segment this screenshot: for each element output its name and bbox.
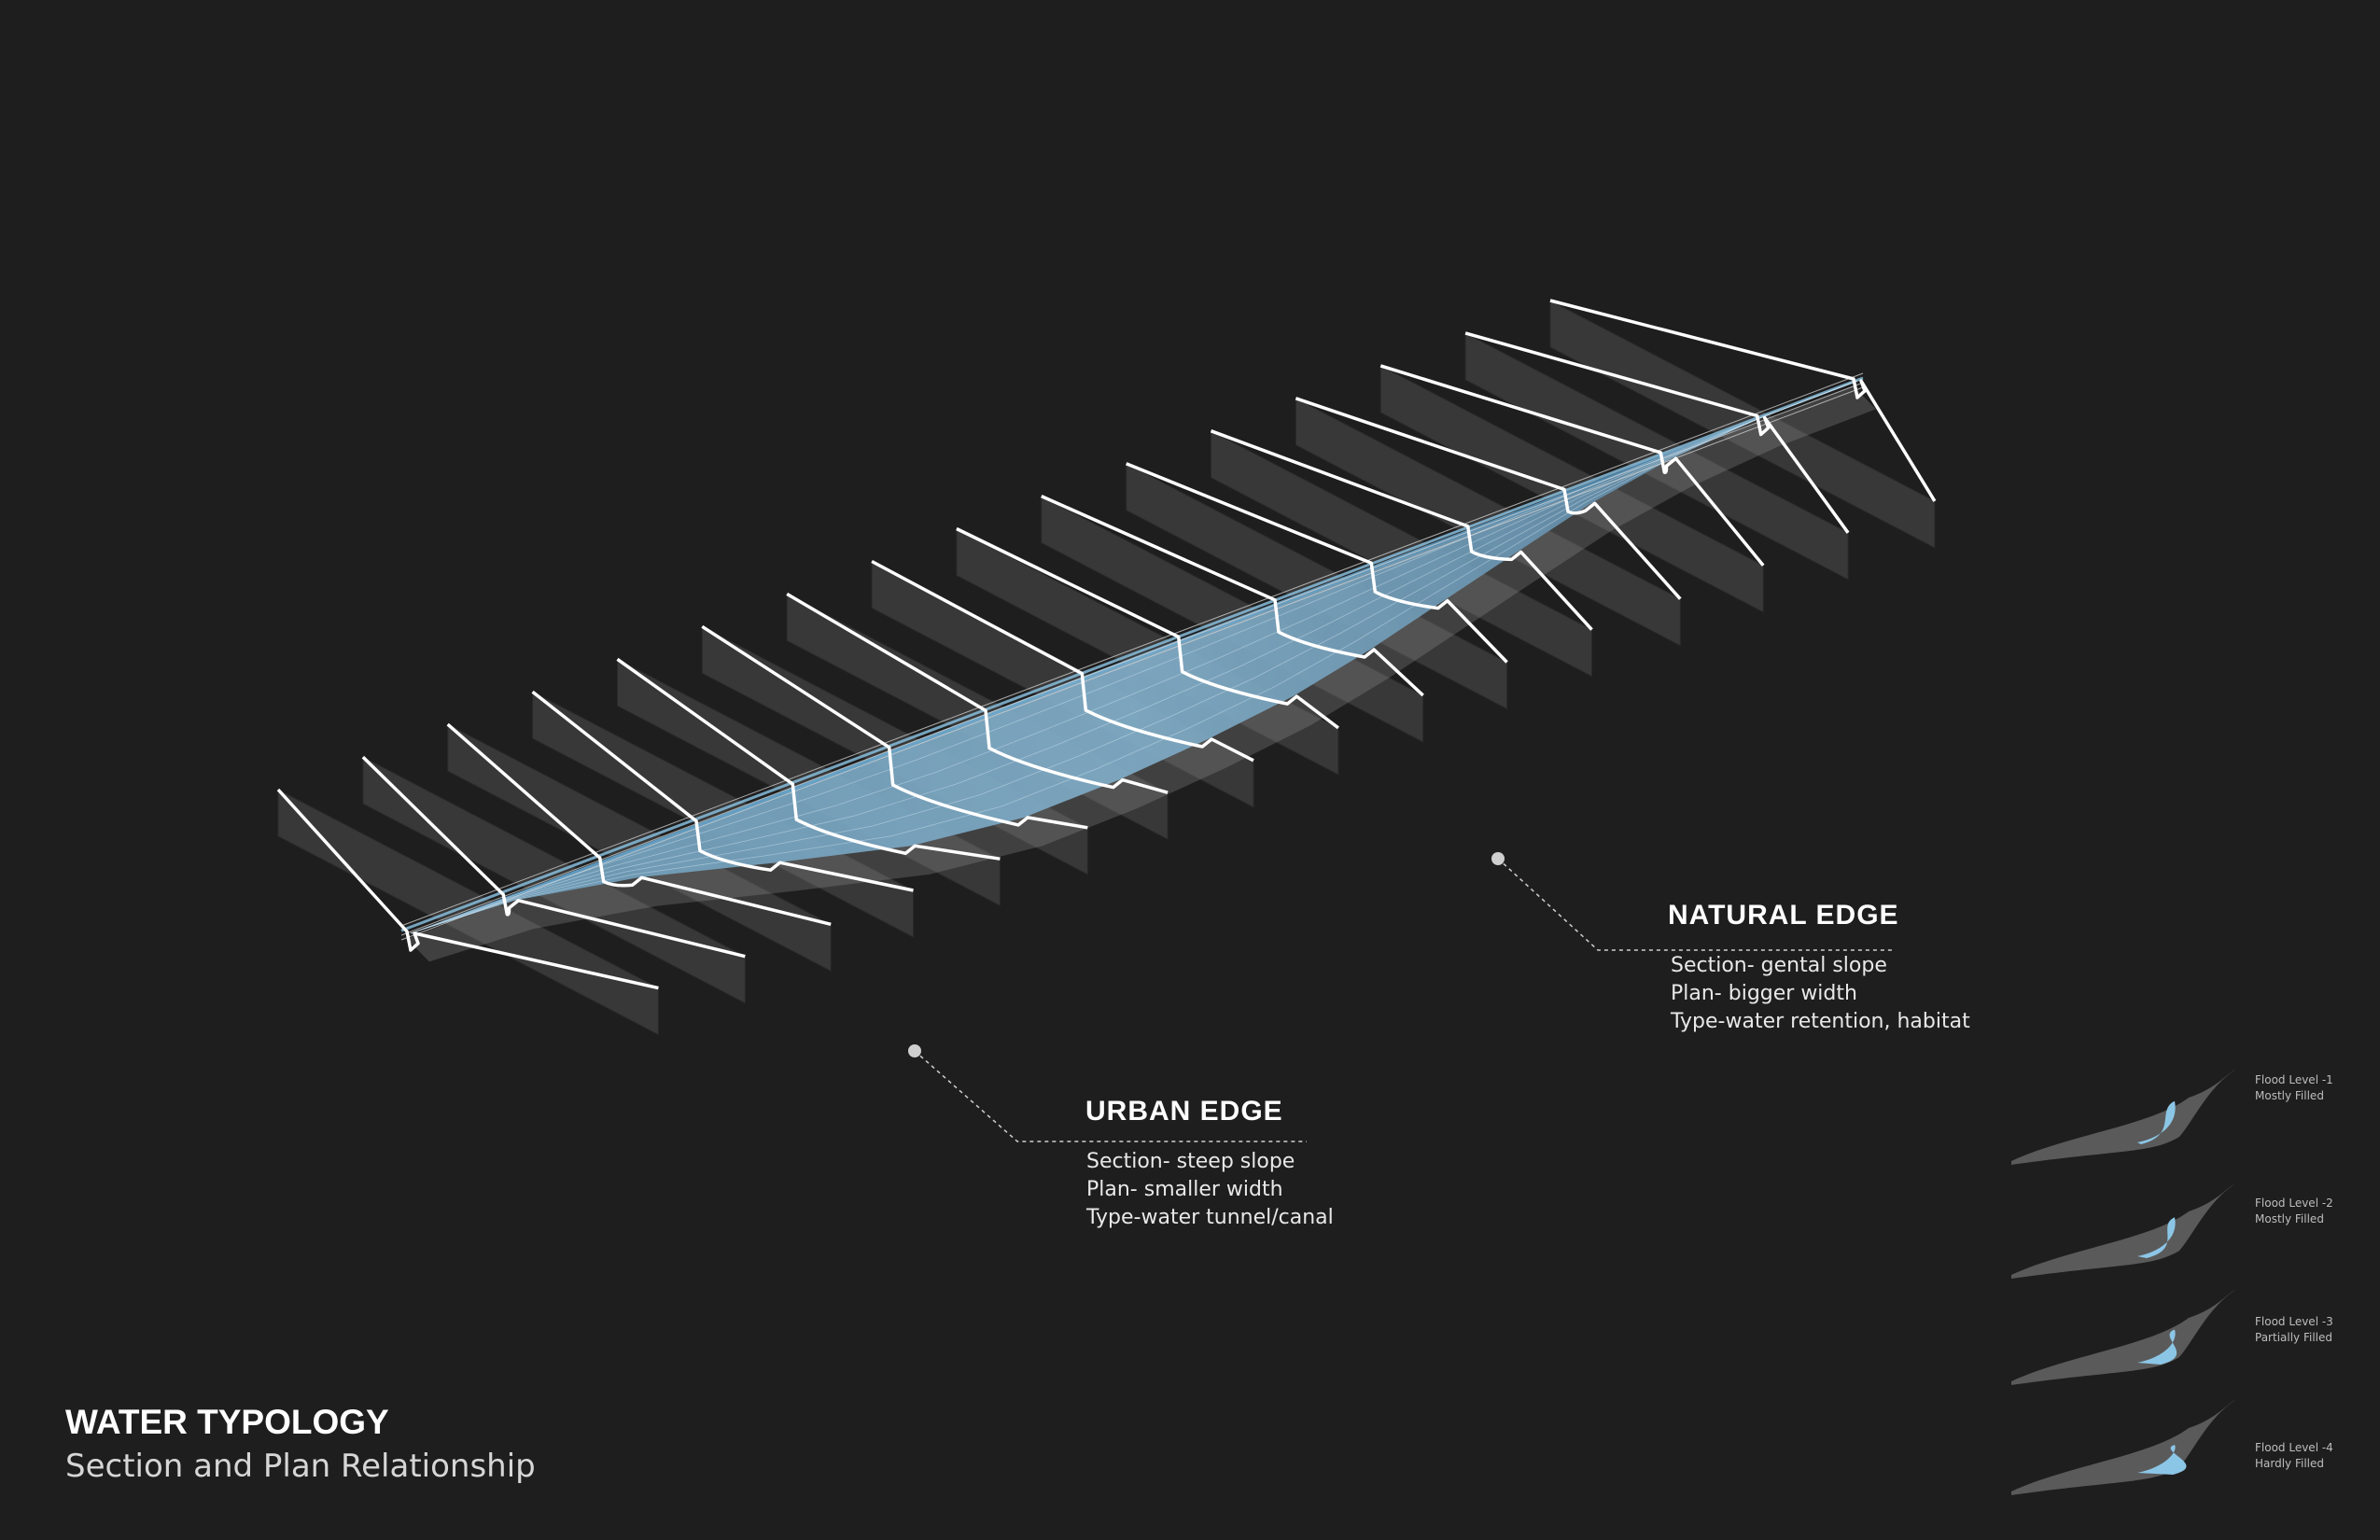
section-profile-line xyxy=(531,690,914,892)
legend-state: Mostly Filled xyxy=(2255,1212,2324,1225)
urban-edge-callout: URBAN EDGE Section- steep slope Plan- sm… xyxy=(1085,1096,1334,1232)
urban-edge-section: Section- steep slope xyxy=(1086,1150,1295,1173)
legend-label-1: Flood Level -1 Mostly Filled xyxy=(2255,1072,2333,1104)
legend-shape xyxy=(2011,1183,2235,1279)
natural-edge-title: NATURAL EDGE xyxy=(1668,900,1899,931)
flow-line xyxy=(410,380,1858,934)
urban-edge-leader xyxy=(914,1050,1307,1142)
legend-label-3: Flood Level -3 Partially Filled xyxy=(2255,1314,2333,1346)
section-profile-line xyxy=(276,788,659,990)
legend-water-fill xyxy=(2137,1445,2187,1475)
section-profiles xyxy=(276,299,1937,990)
diagram-title: WATER TYPOLOGY xyxy=(65,1403,389,1441)
section-profile-line xyxy=(871,559,1254,763)
legend-water-fill xyxy=(2137,1100,2176,1144)
legend-glyph-3 xyxy=(2011,1290,2235,1385)
section-profile-line xyxy=(1549,299,1937,502)
legend-shape xyxy=(2011,1070,2235,1165)
legend-label-2: Flood Level -2 Mostly Filled xyxy=(2255,1196,2333,1227)
channel-strip xyxy=(400,382,1864,936)
callout-leaders xyxy=(908,852,1892,1142)
channel-strip xyxy=(400,386,1864,941)
flood-level-legend xyxy=(2011,1070,2235,1495)
legend-level: Flood Level -2 xyxy=(2255,1197,2333,1210)
legend-level: Flood Level -3 xyxy=(2255,1315,2333,1328)
natural-edge-type: Type-water retention, habitat xyxy=(1671,1010,1970,1033)
section-profile-line xyxy=(446,722,832,926)
legend-shape xyxy=(2011,1400,2235,1495)
urban-edge-plan: Plan- smaller width xyxy=(1086,1178,1283,1201)
diagram-subtitle: Section and Plan Relationship xyxy=(65,1448,536,1485)
urban-edge-title: URBAN EDGE xyxy=(1085,1096,1283,1127)
flow-line xyxy=(410,380,1858,934)
natural-edge-plan: Plan- bigger width xyxy=(1671,982,1857,1005)
section-profile-line xyxy=(1464,331,1850,534)
flow-line xyxy=(410,380,1858,934)
section-profile-line xyxy=(1295,397,1682,600)
legend-water-fill xyxy=(2137,1329,2177,1365)
flow-line xyxy=(410,380,1858,934)
natural-edge-callout: NATURAL EDGE Section- gental slope Plan-… xyxy=(1668,900,1970,1036)
channel-strip xyxy=(400,372,1864,927)
legend-state: Mostly Filled xyxy=(2255,1089,2324,1102)
section-profile-line xyxy=(1379,364,1765,567)
legend-shape xyxy=(2011,1290,2235,1385)
section-profile-line xyxy=(956,526,1339,730)
legend-glyph-4 xyxy=(2011,1400,2235,1495)
section-profile-line xyxy=(786,592,1169,794)
natural-edge-section: Section- gental slope xyxy=(1671,954,1887,977)
section-profile-line xyxy=(1041,495,1424,697)
flood-envelope xyxy=(407,386,1876,962)
legend-level: Flood Level -4 xyxy=(2255,1441,2333,1454)
flow-line xyxy=(410,380,1858,934)
legend-glyph-1 xyxy=(2011,1070,2235,1165)
legend-state: Hardly Filled xyxy=(2255,1457,2324,1470)
urban-edge-type: Type-water tunnel/canal xyxy=(1086,1206,1334,1229)
legend-label-4: Flood Level -4 Hardly Filled xyxy=(2255,1440,2333,1472)
legend-glyph-2 xyxy=(2011,1183,2235,1279)
channel-strip xyxy=(400,376,1864,932)
legend-level: Flood Level -1 xyxy=(2255,1073,2333,1086)
water-channel xyxy=(400,372,1876,962)
natural-edge-leader xyxy=(1497,858,1892,951)
section-profile-line xyxy=(616,657,1001,861)
section-profile-line xyxy=(361,755,746,959)
legend-water-fill xyxy=(2137,1217,2176,1258)
legend-state: Partially Filled xyxy=(2255,1331,2332,1344)
section-profile-line xyxy=(701,624,1088,830)
section-profile-line xyxy=(1210,429,1593,631)
section-profile-line xyxy=(1126,462,1508,664)
